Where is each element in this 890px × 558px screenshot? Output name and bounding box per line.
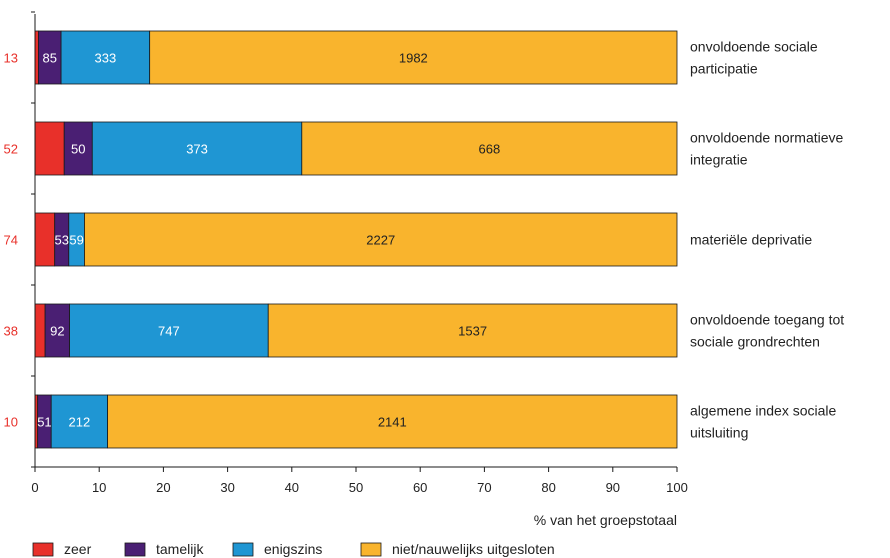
bar-segment [63,121,93,176]
value-label: 13 [4,51,18,66]
bar-segment [34,212,56,267]
category-label-line: algemene index sociale [690,403,837,419]
category-label: algemene index sociale uitsluiting [690,403,837,441]
value-label: 1982 [399,51,428,66]
category-label-line: onvoldoende sociale [690,39,818,55]
x-tick-label: 0 [31,480,38,495]
category-label-line: uitsluiting [690,425,748,441]
bar-segment [44,303,70,358]
x-tick-label: 40 [285,480,299,495]
value-label: 10 [4,415,18,430]
bar-segment [149,30,678,85]
value-label: 85 [43,51,57,66]
x-tick-label: 70 [477,480,491,495]
x-tick-label: 100 [666,480,688,495]
value-label: 50 [71,142,85,157]
axes-layer: 0 10 20 30 40 50 60 70 80 90 100 % van het groepsto… [31,11,688,528]
value-label: 92 [50,324,64,339]
legend-swatch [32,542,54,557]
value-label: 74 [4,233,18,248]
category-label: onvoldoende sociale participatie [690,39,818,77]
value-label: 1537 [458,324,487,339]
value-label: 59 [69,233,83,248]
category-label-line: onvoldoende toegang tot [690,312,844,328]
category-label: materiële deprivatie [690,232,812,248]
category-label-line: sociale grondrechten [690,334,820,350]
value-label: 373 [186,142,208,157]
labels-layer: 13 85 333 1982 onvoldoende sociale participat… [4,39,845,441]
x-axis-label: % van het groepstotaal [534,512,677,528]
legend-label: enigszins [264,541,322,557]
legend: zeer tamelijk enigszins niet/nauwelijks uit… [32,541,555,557]
bar-segment [267,303,678,358]
bar-segment [60,30,151,85]
value-label: 333 [95,51,117,66]
value-label: 2227 [366,233,395,248]
value-label: 747 [158,324,180,339]
category-label-line: onvoldoende normatieve [690,130,844,146]
bar-segment [34,303,46,358]
x-tick-label: 60 [413,480,427,495]
x-tick-label: 90 [606,480,620,495]
category-label: onvoldoende toegang tot sociale grondrech… [690,312,844,350]
value-label: 38 [4,324,18,339]
bar-segment [69,303,269,358]
x-tick-label: 30 [220,480,234,495]
bar-segment [107,394,678,449]
value-label: 51 [37,415,51,430]
x-tick-label: 10 [92,480,106,495]
bar-segment [91,121,303,176]
legend-label: niet/nauwelijks uitgesloten [392,541,555,557]
bar-segment [84,212,678,267]
bar-segment [301,121,678,176]
category-label: onvoldoende normatieve integratie [690,130,844,168]
bar-segment [34,30,39,85]
bars-layer [34,30,678,449]
value-label: 668 [479,142,501,157]
value-label: 52 [4,142,18,157]
bar-segment [34,121,65,176]
value-label: 2141 [378,415,407,430]
x-tick-label: 20 [156,480,170,495]
legend-swatch [360,542,382,557]
category-label-line: participatie [690,61,758,77]
x-tick-label: 80 [541,480,555,495]
legend-label: zeer [64,541,92,557]
legend-label: tamelijk [156,541,204,557]
legend-swatch [232,542,254,557]
x-tick-label: 50 [349,480,363,495]
legend-swatch [124,542,146,557]
value-label: 53 [55,233,69,248]
value-label: 212 [69,415,91,430]
category-label-line: integratie [690,152,748,168]
category-label-line: materiële deprivatie [690,232,812,248]
